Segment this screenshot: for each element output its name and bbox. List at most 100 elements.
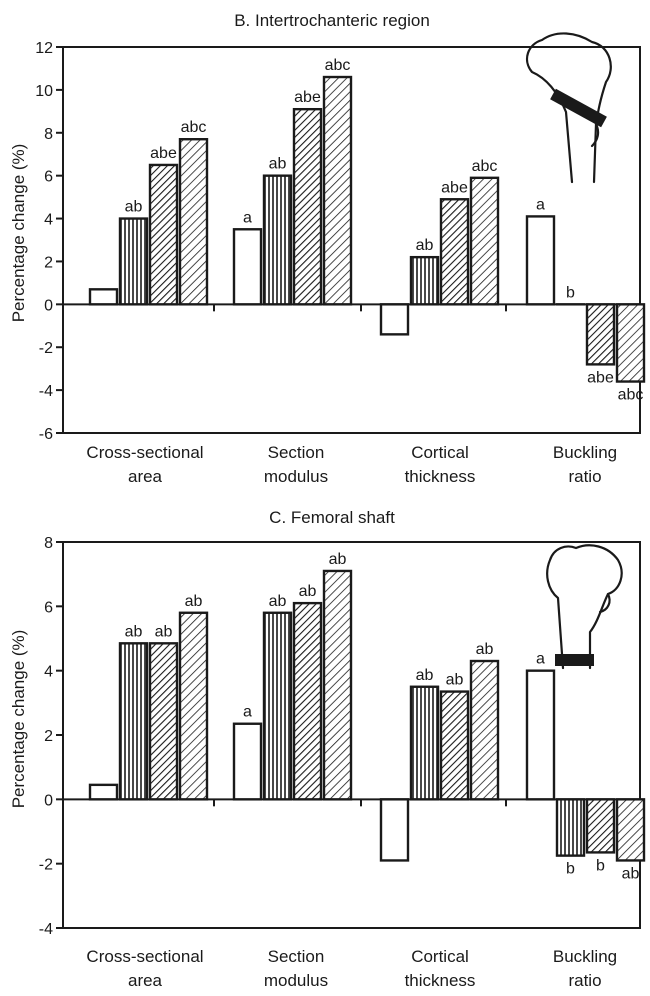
y-tick-label: -6 [39, 426, 53, 443]
significance-label: abc [325, 57, 351, 74]
bar [469, 176, 500, 306]
bar [585, 303, 616, 366]
significance-label: a [243, 209, 252, 226]
x-category-label: modulus [264, 467, 328, 486]
bar [118, 217, 149, 306]
bar [409, 685, 440, 801]
y-tick-label: -4 [39, 383, 53, 400]
y-tick-label: -2 [39, 857, 53, 874]
x-category-label: Cross-sectional [86, 443, 203, 462]
bar [615, 303, 646, 383]
x-category-label: ratio [568, 971, 601, 990]
y-tick-label: 8 [44, 535, 53, 552]
significance-label: ab [269, 593, 287, 610]
y-tick-label: 4 [44, 212, 53, 229]
bar [148, 642, 179, 801]
x-category-label: Cross-sectional [86, 947, 203, 966]
bar [232, 722, 263, 801]
x-category-label: Cortical [411, 443, 469, 462]
significance-label: b [566, 861, 575, 878]
x-category-label: Section [268, 947, 325, 966]
bar [178, 138, 209, 306]
significance-label: b [566, 284, 575, 301]
bar [409, 255, 440, 306]
x-category-label: area [128, 467, 163, 486]
bar [88, 288, 119, 306]
y-tick-label: 4 [44, 664, 53, 681]
x-category-label: area [128, 971, 163, 990]
x-category-label: modulus [264, 971, 328, 990]
significance-label: abe [587, 369, 614, 386]
y-tick-label: 0 [44, 792, 53, 809]
bar [88, 783, 119, 801]
bar [615, 798, 646, 862]
bar [148, 163, 179, 306]
chart-title: B. Intertrochanteric region [234, 11, 430, 30]
significance-label: a [243, 704, 252, 721]
chart-panel-intertrochanteric: B. Intertrochanteric region Percentage c… [9, 11, 646, 486]
y-tick-label: 6 [44, 169, 53, 186]
y-tick-label: 10 [35, 83, 53, 100]
bar [379, 303, 410, 336]
chart-title: C. Femoral shaft [269, 508, 395, 527]
significance-label: b [596, 857, 605, 874]
bar [525, 215, 556, 306]
x-category-label: Buckling [553, 443, 617, 462]
significance-label: ab [125, 623, 143, 640]
y-tick-label: 6 [44, 599, 53, 616]
bar [322, 569, 353, 801]
y-tick-label: 12 [35, 40, 53, 57]
femur-shaft-region-icon [546, 544, 623, 670]
bar [232, 228, 263, 306]
significance-label: ab [185, 593, 203, 610]
x-category-label: Buckling [553, 947, 617, 966]
x-category-label: ratio [568, 467, 601, 486]
significance-label: a [536, 651, 545, 668]
bar [525, 669, 556, 801]
significance-label: abe [294, 89, 321, 106]
significance-label: ab [416, 237, 434, 254]
y-tick-label: 0 [44, 297, 53, 314]
bar [439, 690, 470, 801]
y-tick-label: 2 [44, 254, 53, 271]
bar [118, 642, 149, 801]
significance-label: abc [618, 387, 644, 404]
y-axis-label: Percentage change (%) [9, 630, 28, 809]
bar [585, 798, 616, 854]
significance-label: ab [329, 551, 347, 568]
bar [555, 798, 586, 857]
significance-label: ab [299, 583, 317, 600]
x-category-label: thickness [405, 467, 476, 486]
bar [292, 601, 323, 801]
bar [292, 107, 323, 306]
significance-label: ab [446, 672, 464, 689]
femur-neck-region-icon [525, 32, 612, 184]
x-category-label: thickness [405, 971, 476, 990]
plot-frame [62, 46, 641, 434]
bar [262, 174, 293, 306]
significance-label: abc [181, 119, 207, 136]
bar [379, 798, 410, 862]
y-axis-label: Percentage change (%) [9, 144, 28, 323]
y-tick-label: 2 [44, 728, 53, 745]
significance-label: ab [622, 865, 640, 882]
significance-label: ab [155, 623, 173, 640]
significance-label: ab [125, 199, 143, 216]
bar [262, 611, 293, 801]
y-tick-label: -4 [39, 921, 53, 938]
bar [322, 75, 353, 306]
significance-label: abe [441, 179, 468, 196]
significance-label: a [536, 196, 545, 213]
significance-label: ab [269, 156, 287, 173]
chart-panel-femoral-shaft: C. Femoral shaft Percentage change (%) -… [9, 508, 646, 990]
bar [469, 659, 500, 801]
bar [178, 611, 209, 801]
x-category-label: Cortical [411, 947, 469, 966]
x-category-label: Section [268, 443, 325, 462]
significance-label: abe [150, 145, 177, 162]
y-tick-label: -2 [39, 340, 53, 357]
significance-label: ab [416, 667, 434, 684]
y-tick-label: 8 [44, 126, 53, 143]
significance-label: abc [472, 158, 498, 175]
